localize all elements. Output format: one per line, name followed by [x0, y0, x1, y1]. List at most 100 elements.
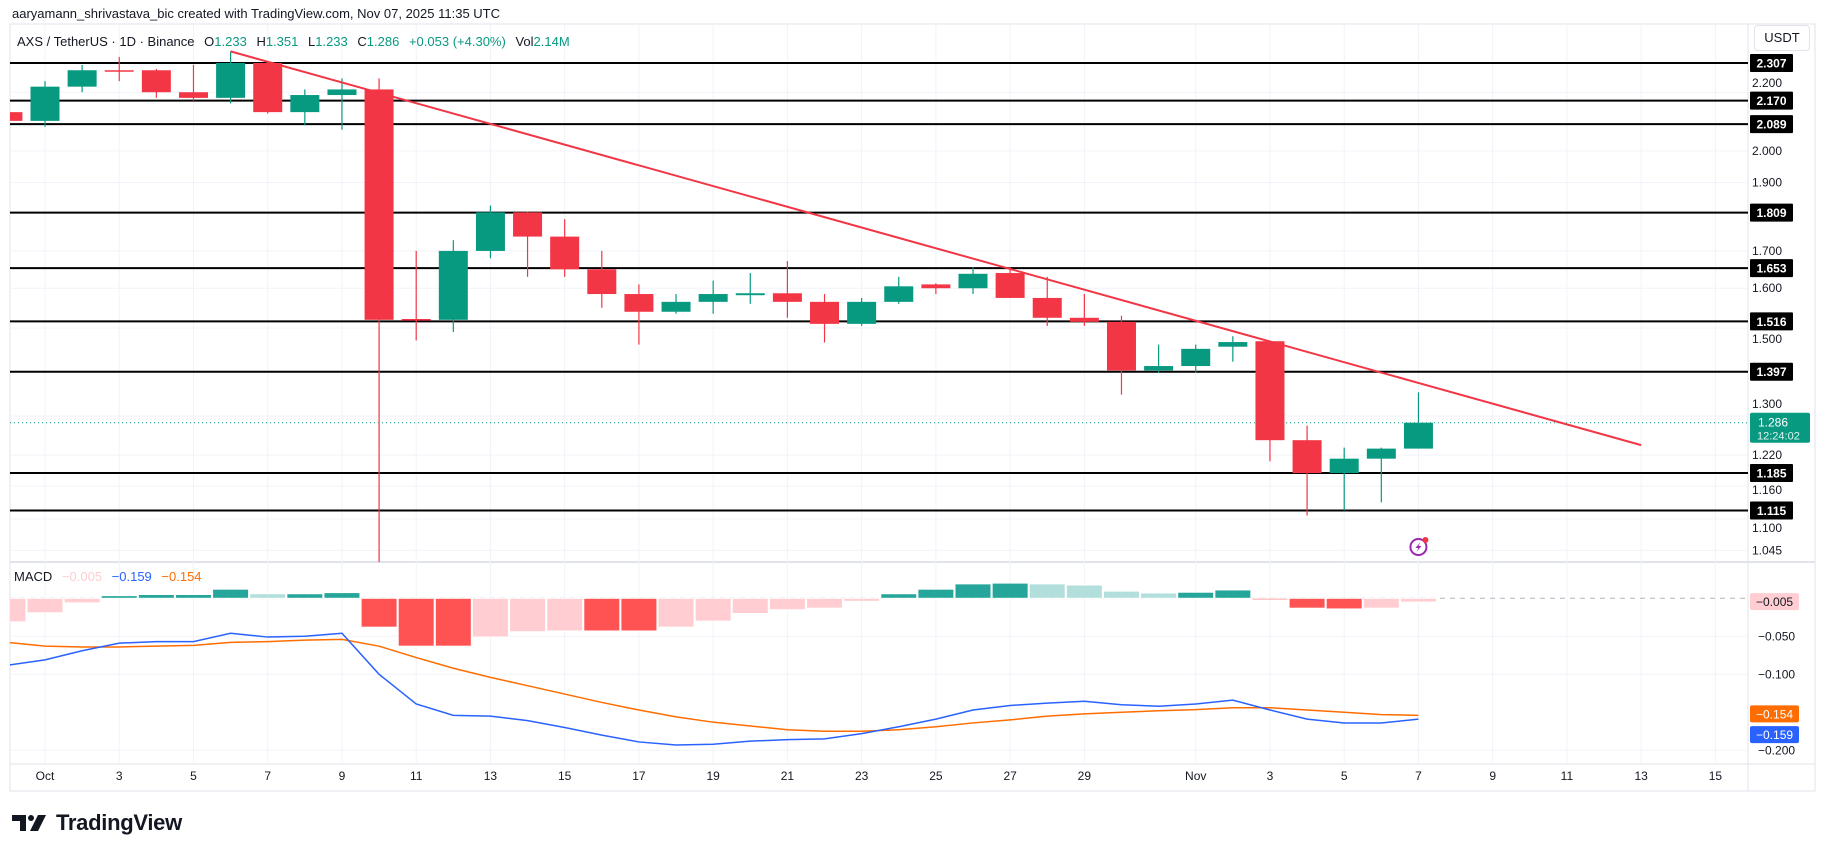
price-axis-label: 1.600 [1752, 281, 1782, 295]
candle-body [67, 70, 97, 87]
price-axis-label: 1.160 [1752, 483, 1782, 497]
time-axis-label[interactable]: 19 [706, 769, 720, 783]
candle-body [30, 86, 60, 121]
time-axis-label[interactable]: 17 [632, 769, 646, 783]
candle-body [216, 63, 246, 98]
macd-label[interactable]: MACD [14, 569, 53, 584]
macd-histogram-bar [286, 593, 324, 599]
macd-histogram-bar [1177, 591, 1215, 599]
macd-axis-label: −0.050 [1758, 629, 1795, 643]
candle [30, 81, 60, 127]
time-axis-label[interactable]: 11 [1561, 769, 1574, 783]
change-value: +0.053 (+4.30%) [408, 34, 506, 49]
time-axis-label[interactable]: 15 [1709, 769, 1723, 783]
trendline [230, 50, 1642, 447]
tradingview-logo[interactable]: TradingView [12, 810, 182, 836]
macd-histogram-bar [10, 597, 27, 623]
candle-body [661, 301, 691, 312]
time-axis-label[interactable]: 7 [264, 769, 271, 783]
macd-line-value: −0.159 [111, 569, 152, 584]
volume: Vol2.14M [515, 34, 569, 49]
time-axis-label[interactable]: 23 [855, 769, 869, 783]
macd-histogram-bar [1028, 583, 1066, 599]
candle-body [698, 294, 728, 302]
candle [141, 68, 171, 98]
time-axis-label[interactable]: 13 [484, 769, 498, 783]
high-value: 1.351 [265, 34, 299, 49]
time-axis-label[interactable]: 9 [1489, 769, 1496, 783]
time-axis-label[interactable]: 11 [410, 769, 423, 783]
time-axis-label[interactable]: 5 [1341, 769, 1348, 783]
price-axis-label: 2.000 [1752, 144, 1782, 158]
candle [253, 62, 283, 114]
macd-histogram-bar [100, 595, 138, 599]
level-label: 2.170 [1756, 94, 1786, 108]
candle-body [1144, 366, 1174, 371]
candle-body [438, 250, 468, 320]
currency-button[interactable]: USDT [1754, 25, 1810, 51]
macd-histogram-bar [954, 583, 992, 599]
time-axis-label[interactable]: Nov [1185, 769, 1206, 783]
time-axis-label[interactable]: 3 [116, 769, 123, 783]
lightning-event-icon[interactable] [1409, 537, 1429, 556]
candle-body [290, 95, 320, 113]
macd-histogram-bar [323, 592, 361, 599]
candle-body [550, 236, 580, 270]
candle-body [1181, 348, 1211, 367]
candle-body [1255, 341, 1285, 441]
macd-histogram-bar [137, 594, 175, 599]
candle-body [401, 319, 431, 321]
candle-body [958, 273, 988, 289]
candle [327, 78, 357, 130]
candle [661, 294, 691, 314]
time-axis-label[interactable]: 9 [339, 769, 346, 783]
candle [1032, 276, 1062, 326]
candle-body [1366, 448, 1396, 459]
macd-histogram-bar [1399, 597, 1437, 603]
chart-caption: aaryamann_shrivastava_bic created with T… [12, 6, 501, 21]
candle [587, 250, 617, 308]
time-axis-label[interactable]: 7 [1415, 769, 1422, 783]
time-axis-label[interactable]: 15 [558, 769, 572, 783]
candle [67, 64, 97, 93]
candle [772, 261, 802, 318]
low-label: L [308, 34, 316, 49]
candle-body [624, 294, 654, 312]
macd-histogram-bar [509, 597, 547, 633]
time-axis-label[interactable]: 3 [1267, 769, 1274, 783]
macd-histogram-bar [1065, 584, 1103, 599]
time-axis-label[interactable]: Oct [36, 769, 55, 783]
symbol-legend: AXS / TetherUS · 1D · Binance O1.233 H1.… [17, 34, 576, 49]
level-label: 1.653 [1756, 262, 1786, 276]
candle-body [847, 301, 877, 324]
close-label: C [357, 34, 367, 49]
macd-histogram-bar [1362, 597, 1400, 609]
high-label: H [256, 34, 266, 49]
macd-histogram-bar [1251, 597, 1289, 601]
lightning-glyph [1415, 542, 1422, 552]
macd-signal-value: −0.154 [161, 569, 202, 584]
time-axis-label[interactable]: 13 [1634, 769, 1648, 783]
macd-histogram-bar [620, 597, 658, 632]
macd-histogram-bar [1325, 597, 1363, 610]
time-axis-label[interactable]: 29 [1078, 769, 1092, 783]
time-axis-label[interactable]: 25 [929, 769, 943, 783]
candle-body [1069, 317, 1099, 322]
candle-body [1403, 422, 1433, 449]
time-axis-label[interactable]: 21 [781, 769, 795, 783]
last-price-label: 1.286 [1758, 416, 1788, 430]
candle-body [178, 92, 208, 98]
macd-histogram-bar [1140, 592, 1178, 599]
level-label-box [1750, 203, 1793, 222]
ohlc-low: L1.233 [308, 34, 348, 49]
level-label-box [1750, 464, 1793, 483]
candle [847, 297, 877, 326]
level-label: 1.516 [1756, 315, 1786, 329]
macd-histogram-bar [657, 597, 695, 628]
time-axis-label[interactable]: 27 [1003, 769, 1017, 783]
symbol-title[interactable]: AXS / TetherUS · 1D · Binance [17, 34, 195, 49]
candle [438, 240, 468, 333]
time-axis-label[interactable]: 5 [190, 769, 197, 783]
tradingview-logo-text: TradingView [56, 810, 182, 835]
